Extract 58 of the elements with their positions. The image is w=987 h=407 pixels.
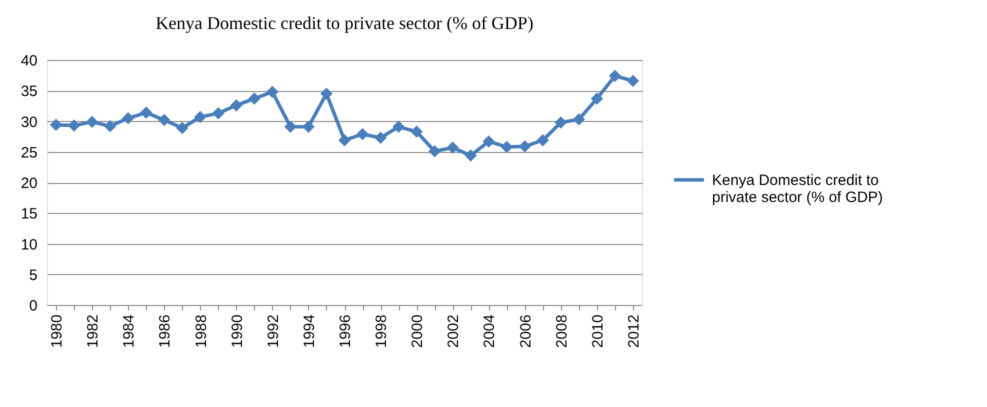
x-tick-label: 1980 xyxy=(48,314,66,348)
point xyxy=(122,112,134,124)
point xyxy=(572,113,586,126)
point xyxy=(320,88,333,100)
point xyxy=(266,86,279,98)
point xyxy=(482,135,495,148)
point xyxy=(446,141,459,154)
x-tick-label: 2010 xyxy=(589,314,606,348)
x-tick-label: 1984 xyxy=(120,314,138,348)
point xyxy=(464,149,477,162)
point xyxy=(518,140,531,152)
x-tick-label: 2002 xyxy=(445,314,462,348)
y-tick-label: 5 xyxy=(29,266,38,284)
point xyxy=(392,120,405,133)
x-tick-label: 1996 xyxy=(337,314,354,348)
point xyxy=(158,114,170,126)
point xyxy=(608,70,622,82)
point xyxy=(500,140,513,154)
x-tick-label: 1998 xyxy=(373,314,390,348)
y-tick-label: 35 xyxy=(20,83,38,100)
point xyxy=(428,145,441,158)
y-tick-label: 25 xyxy=(20,144,38,162)
point xyxy=(536,134,549,146)
y-tick-label: 10 xyxy=(20,236,38,254)
point xyxy=(338,134,351,146)
y-tick-label: 15 xyxy=(20,206,38,223)
y-tick-label: 40 xyxy=(20,52,38,70)
y-tick-label: 30 xyxy=(20,114,38,131)
point xyxy=(626,74,640,87)
x-tick-label: 2000 xyxy=(409,314,426,348)
y-tick-label: 0 xyxy=(29,298,38,314)
x-tick-label: 1986 xyxy=(156,314,174,348)
x-tick-label: 1994 xyxy=(300,314,318,348)
point xyxy=(140,106,152,119)
legend-label: Kenya Domestic credit to private sector (% of GDP) xyxy=(712,172,883,206)
point xyxy=(590,92,604,105)
point xyxy=(86,116,98,128)
point xyxy=(50,118,62,132)
x-tick-label: 2004 xyxy=(481,314,498,348)
y-tick-label: 20 xyxy=(20,175,38,192)
x-tick-label: 1992 xyxy=(264,314,282,348)
x-tick-label: 1982 xyxy=(84,314,102,348)
point xyxy=(356,128,369,140)
x-tick-label: 2006 xyxy=(517,314,534,348)
chart-title: Kenya Domestic credit to private sector (% of GDP) xyxy=(156,13,534,33)
point xyxy=(230,99,242,112)
point xyxy=(212,107,224,120)
x-tick-label: 1988 xyxy=(192,314,210,348)
point xyxy=(104,120,116,132)
x-tick-label: 1990 xyxy=(228,314,246,348)
point xyxy=(554,116,567,129)
point xyxy=(374,132,387,144)
point xyxy=(176,122,188,134)
point xyxy=(248,92,260,105)
x-tick-label: 2012 xyxy=(625,314,642,348)
point xyxy=(410,126,423,138)
point xyxy=(194,110,206,124)
x-tick-label: 2008 xyxy=(553,314,570,348)
